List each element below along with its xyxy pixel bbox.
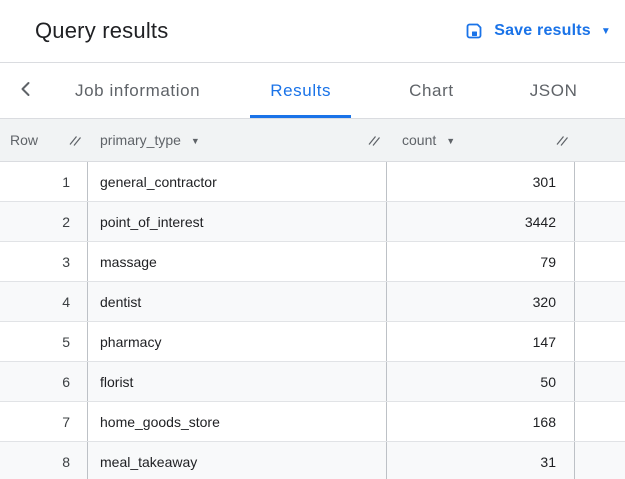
cell-empty [575, 242, 625, 281]
cell-count: 50 [387, 362, 575, 401]
cell-primary-type: point_of_interest [88, 202, 387, 241]
save-results-button[interactable]: Save results ▼ [464, 21, 611, 41]
cell-empty [575, 162, 625, 201]
cell-row-number: 3 [0, 242, 88, 281]
tabs-back-button[interactable] [15, 63, 37, 118]
cell-row-number: 5 [0, 322, 88, 361]
cell-empty [575, 282, 625, 321]
cell-row-number: 1 [0, 162, 88, 201]
cell-count: 168 [387, 402, 575, 441]
tab-results[interactable]: Results [250, 63, 352, 118]
column-header-row: Row [0, 119, 88, 161]
cell-row-number: 2 [0, 202, 88, 241]
page-title: Query results [35, 18, 169, 43]
cell-primary-type: home_goods_store [88, 402, 387, 441]
results-table-body: 1 general_contractor 301 2 point_of_inte… [0, 162, 625, 479]
table-row: 3 massage 79 [0, 242, 625, 282]
column-label-primary-type: primary_type [100, 132, 181, 148]
column-label-count: count [402, 132, 437, 148]
cell-count: 147 [387, 322, 575, 361]
column-label-row: Row [10, 132, 39, 148]
cell-primary-type: dentist [88, 282, 387, 321]
table-row: 6 florist 50 [0, 362, 625, 402]
cell-count: 301 [387, 162, 575, 201]
cell-row-number: 7 [0, 402, 88, 441]
results-tabbar: Job information Results Chart JSON [0, 63, 625, 119]
cell-primary-type: meal_takeaway [88, 442, 387, 479]
save-results-label: Save results [494, 22, 591, 39]
column-resize-handle[interactable] [367, 134, 381, 147]
cell-primary-type: pharmacy [88, 322, 387, 361]
cell-primary-type: general_contractor [88, 162, 387, 201]
table-row: 8 meal_takeaway 31 [0, 442, 625, 479]
tab-chart[interactable]: Chart [409, 80, 454, 100]
column-header-count[interactable]: count ▼ [387, 119, 575, 161]
cell-count: 31 [387, 442, 575, 479]
cell-primary-type: florist [88, 362, 387, 401]
tab-json[interactable]: JSON [529, 80, 578, 100]
table-row: 2 point_of_interest 3442 [0, 202, 625, 242]
cell-row-number: 6 [0, 362, 88, 401]
cell-empty [575, 322, 625, 361]
cell-count: 3442 [387, 202, 575, 241]
table-header-row: Row primary_type ▼ count ▼ [0, 119, 625, 162]
table-row: 5 pharmacy 147 [0, 322, 625, 362]
caret-down-icon: ▼ [600, 26, 611, 37]
tab-job-information[interactable]: Job information [75, 80, 201, 100]
column-menu-caret-icon: ▼ [190, 136, 200, 146]
cell-empty [575, 202, 625, 241]
cell-row-number: 8 [0, 442, 88, 479]
column-resize-handle[interactable] [68, 134, 82, 147]
cell-count: 320 [387, 282, 575, 321]
column-header-empty [575, 119, 625, 161]
column-menu-caret-icon: ▼ [446, 136, 456, 146]
table-row: 7 home_goods_store 168 [0, 402, 625, 442]
chevron-left-icon [15, 78, 37, 103]
column-resize-handle[interactable] [555, 134, 569, 147]
table-row: 1 general_contractor 301 [0, 162, 625, 202]
cell-count: 79 [387, 242, 575, 281]
cell-empty [575, 362, 625, 401]
cell-empty [575, 402, 625, 441]
column-header-primary-type[interactable]: primary_type ▼ [88, 119, 387, 161]
panel-header: Query results Save results ▼ [0, 0, 625, 63]
cell-empty [575, 442, 625, 479]
table-row: 4 dentist 320 [0, 282, 625, 322]
cell-row-number: 4 [0, 282, 88, 321]
cell-primary-type: massage [88, 242, 387, 281]
save-icon [464, 21, 484, 41]
